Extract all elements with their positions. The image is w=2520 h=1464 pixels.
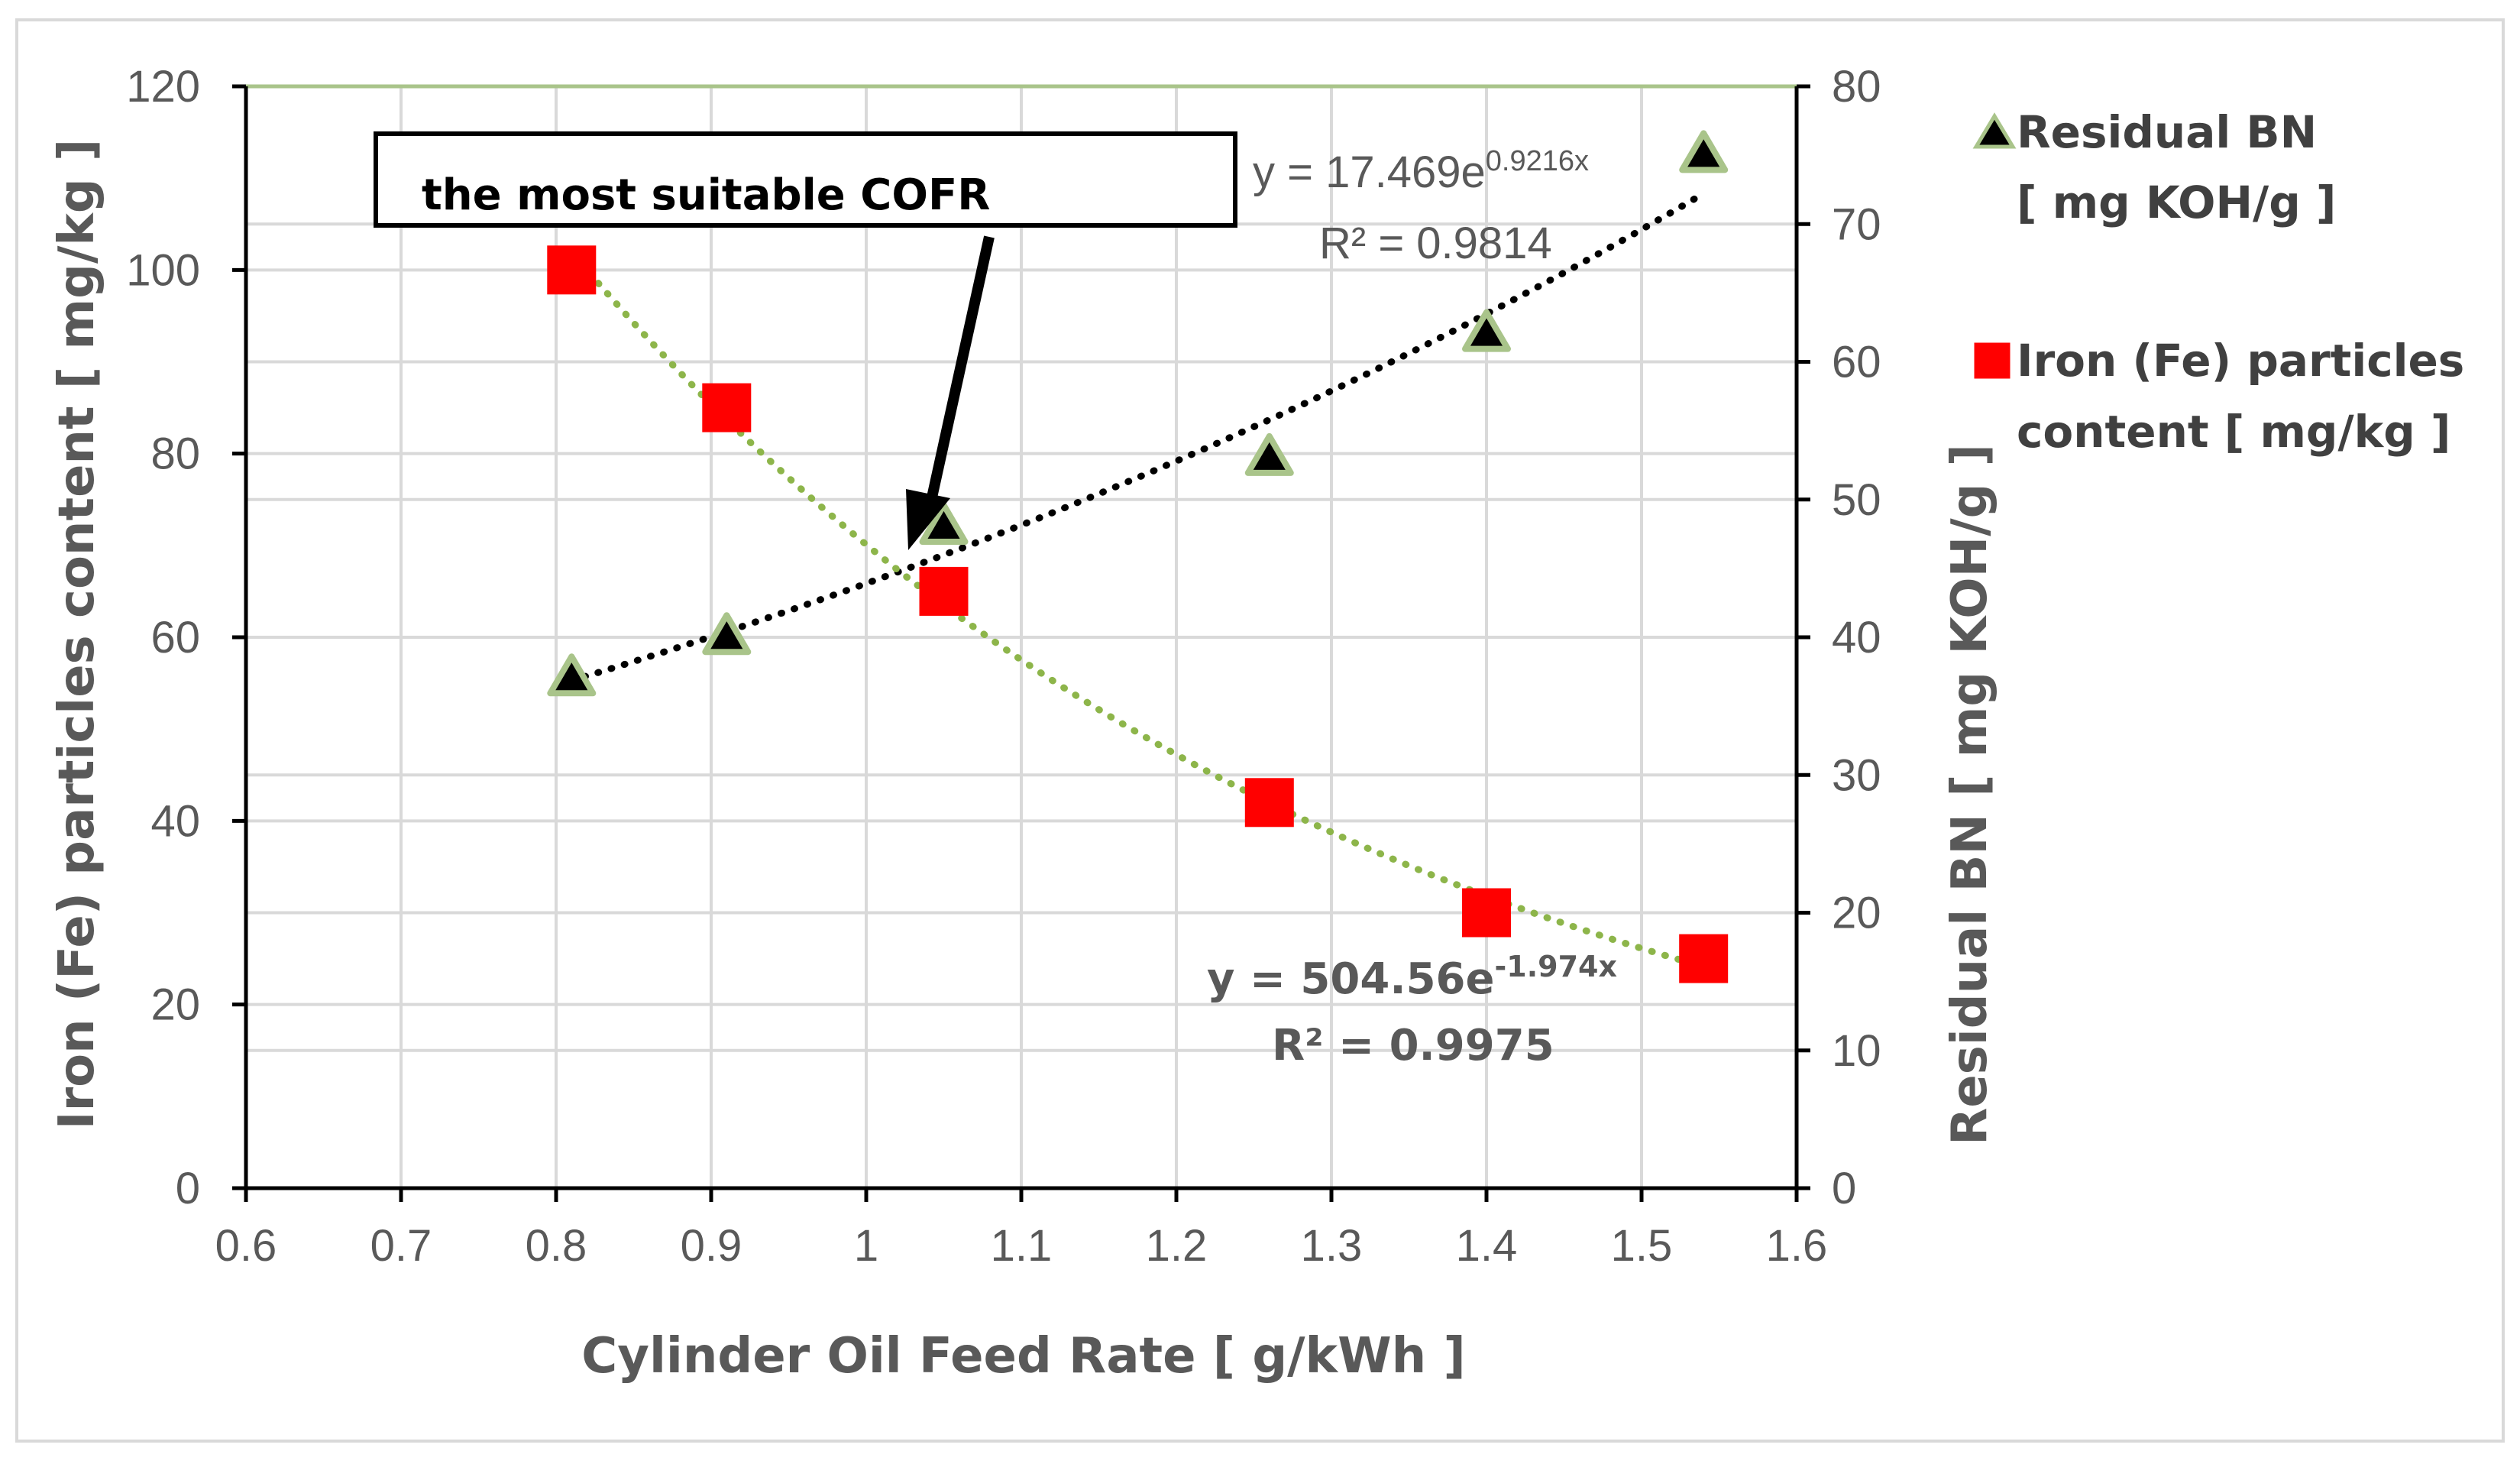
x-tick-label: 1.2	[1146, 1221, 1208, 1271]
legend-bn-label-line1: Residual BN	[2017, 106, 2317, 158]
y-left-tick-label: 80	[150, 429, 200, 479]
x-tick-label: 0.8	[526, 1221, 587, 1271]
x-tick-label: 1.4	[1456, 1221, 1518, 1271]
y-left-tick-label: 40	[150, 796, 200, 846]
fe-data-point	[1679, 934, 1729, 983]
x-tick-label: 1	[854, 1221, 878, 1271]
y-right-tick-label: 30	[1832, 750, 1881, 800]
data-markers	[547, 130, 1729, 983]
bn-data-point	[1244, 432, 1294, 476]
x-tick-label: 1.1	[991, 1221, 1053, 1271]
fe-data-point	[1462, 888, 1511, 938]
bn-equation-main: y = 17.469e	[1253, 147, 1486, 197]
legend-bn-label-line2: [ mg KOH/g ]	[2017, 177, 2336, 228]
legend-bn-marker	[1972, 112, 2017, 149]
y-right-tick-label: 0	[1832, 1164, 1856, 1213]
x-tick-label: 0.9	[681, 1221, 742, 1271]
y-left-tick-label: 0	[176, 1164, 200, 1213]
fe-trend-equation: y = 504.56e-1.974x	[1207, 950, 1617, 1004]
legend: Residual BN [ mg KOH/g ] Iron (Fe) parti…	[1972, 106, 2464, 458]
y-left-axis-title: Iron (Fe) particles content [ mg/kg ]	[49, 139, 105, 1129]
y-right-axis-title: Residual BN [ mg KOH/g ]	[1942, 444, 1998, 1145]
annotation-box	[374, 131, 1237, 228]
bn-equation-exponent: 0.9216x	[1486, 145, 1589, 177]
bn-data-point	[702, 612, 752, 656]
annotation-text: the most suitable COFR	[422, 170, 990, 220]
legend-fe-label-line2: content [ mg/kg ]	[2017, 406, 2450, 458]
y-right-tick-label: 20	[1832, 889, 1881, 938]
axes	[232, 84, 1810, 1202]
annotation-arrow-shaft	[925, 235, 995, 506]
x-tick-label: 1.5	[1611, 1221, 1673, 1271]
bn-data-point	[919, 502, 969, 545]
fe-data-point	[702, 383, 752, 432]
fe-data-point	[1244, 778, 1294, 828]
y-left-tick-label: 60	[150, 613, 200, 662]
y-left-tick-label: 100	[126, 245, 200, 295]
trendlines	[568, 189, 1707, 970]
y-left-tick-label: 120	[126, 62, 200, 112]
fe-equation-main: y = 504.56e	[1207, 954, 1495, 1004]
y-right-tick-label: 10	[1832, 1026, 1881, 1076]
y-right-tick-label: 70	[1832, 199, 1881, 249]
x-axis-title: Cylinder Oil Feed Rate [ g/kWh ]	[581, 1328, 1466, 1385]
fe-data-point	[919, 566, 969, 616]
bn-trend-equation: y = 17.469e0.9216x	[1253, 145, 1589, 197]
bn-trendline	[568, 189, 1707, 685]
y-left-tick-label: 20	[150, 980, 200, 1030]
x-tick-label: 0.7	[370, 1221, 432, 1271]
legend-fe-label-line1: Iron (Fe) particles	[2017, 335, 2464, 387]
bn-data-point	[547, 653, 597, 697]
fe-data-point	[547, 245, 597, 295]
x-tick-label: 1.3	[1301, 1221, 1363, 1271]
fe-equation-exponent: -1.974x	[1495, 950, 1617, 983]
annotation-arrow-head	[906, 489, 950, 550]
x-tick-label: 0.6	[215, 1221, 277, 1271]
y-right-tick-label: 50	[1832, 475, 1881, 525]
y-right-tick-label: 80	[1832, 62, 1881, 112]
bn-trend-r2: R² = 0.9814	[1319, 219, 1552, 268]
chart-frame	[15, 18, 2505, 1443]
x-tick-label: 1.6	[1766, 1221, 1828, 1271]
fe-trendline	[568, 248, 1707, 970]
y-right-tick-label: 40	[1832, 613, 1881, 662]
tick-labels: 0.6 0.7 0.8 0.9 1 1.1 1.2 1.3 1.4 1.5 1.6020406080…	[126, 62, 1881, 1271]
bn-data-point	[1679, 130, 1729, 173]
legend-fe-marker	[1974, 342, 2011, 379]
y-right-tick-label: 60	[1832, 338, 1881, 387]
fe-trend-r2: R² = 0.9975	[1272, 1021, 1554, 1070]
bn-data-point	[1462, 309, 1511, 352]
